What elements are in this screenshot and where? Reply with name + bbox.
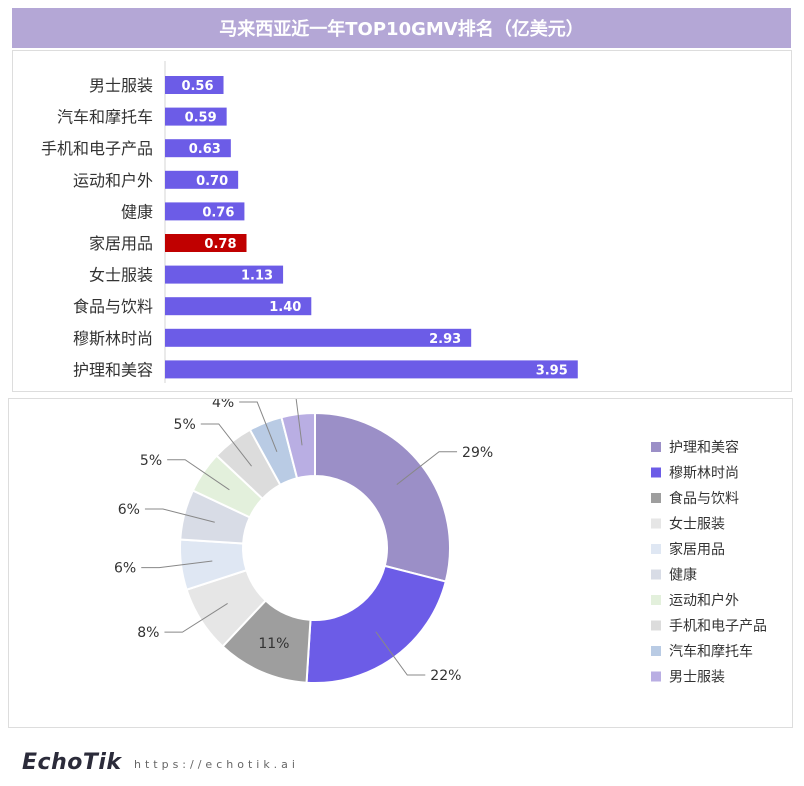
bar-category-label: 运动和户外 (73, 171, 153, 190)
bar-category-label: 健康 (121, 202, 153, 221)
bar-value-label: 0.63 (189, 142, 221, 157)
chart-title: 马来西亚近一年TOP10GMV排名（亿美元） (12, 8, 791, 48)
legend-swatch (651, 595, 661, 605)
bar-value-label: 0.59 (185, 111, 217, 126)
bar-category-label: 手机和电子产品 (41, 139, 153, 158)
donut-leader-line (396, 451, 458, 485)
donut-slice (305, 564, 447, 684)
bar-category-label: 男士服装 (89, 76, 153, 95)
donut-percent-label: 6% (114, 561, 136, 577)
donut-slice (280, 411, 316, 480)
bar-value-label: 1.13 (241, 269, 273, 284)
legend-swatch (651, 544, 661, 554)
donut-leader-line (144, 508, 215, 523)
echotik-logo: EchoTik (22, 750, 122, 775)
donut-slice (314, 411, 451, 583)
donut-leader-line (239, 401, 278, 452)
bar (165, 202, 245, 221)
bar-value-label: 0.70 (196, 174, 228, 189)
donut-percent-label: 5% (174, 417, 196, 433)
bar-category-label: 食品与饮料 (73, 297, 153, 316)
bar-value-label: 0.78 (204, 237, 236, 252)
legend-swatch (651, 467, 661, 478)
donut-leader-line (164, 603, 228, 633)
legend-label: 健康 (669, 567, 697, 584)
donut-percent-label: 5% (140, 453, 162, 469)
donut-percent-label: 4% (212, 399, 234, 411)
legend-label: 手机和电子产品 (669, 619, 767, 635)
legend-swatch (651, 671, 661, 682)
legend-label: 穆斯林时尚 (669, 466, 739, 482)
bar (165, 76, 224, 94)
legend-label: 运动和户外 (669, 592, 739, 609)
legend-swatch (651, 646, 661, 656)
bar (165, 107, 227, 126)
bar-chart-panel: 男士服装 0.56 汽车和摩托车 0.59 手机和电子产品 0.63 运动和户外 0.70 健康… (12, 50, 792, 392)
bar-category-label: 穆斯林时尚 (73, 329, 153, 348)
donut-leader-line (141, 560, 213, 569)
footer-url: https://echotik.ai (134, 758, 299, 771)
bar (165, 234, 247, 252)
legend-swatch (651, 518, 661, 529)
legend-swatch (651, 620, 661, 631)
bar-value-label: 3.95 (536, 363, 568, 378)
donut-leader-line (200, 423, 252, 467)
legend-label: 食品与饮料 (669, 490, 739, 507)
legend-label: 男士服装 (669, 670, 725, 686)
donut-percent-label: 11% (258, 636, 289, 652)
donut-percent-label: 8% (137, 625, 159, 641)
legend-label: 汽车和摩托车 (669, 643, 753, 660)
bar (165, 360, 578, 379)
bar-value-label: 2.93 (429, 332, 461, 347)
bar-chart: 男士服装 0.56 汽车和摩托车 0.59 手机和电子产品 0.63 运动和户外 0.70 健康… (41, 61, 578, 383)
donut-chart-panel: 29% 22% 11% 8% 6% 6% 5% 5% 4% 4% 护理和美容穆斯林时尚食品与饮料女士… (8, 385, 793, 728)
bar (165, 170, 239, 189)
bar-category-label: 护理和美容 (73, 360, 153, 379)
legend-label: 家居用品 (669, 541, 725, 558)
bar (165, 297, 312, 316)
donut-leader-line (167, 459, 230, 491)
donut-percent-label: 29% (462, 445, 493, 461)
bar-category-label: 女士服装 (89, 266, 153, 285)
bar-value-label: 1.40 (269, 300, 301, 315)
legend-swatch (651, 569, 661, 580)
donut-percent-label: 22% (430, 668, 461, 684)
bar (165, 328, 472, 347)
bar (165, 139, 231, 158)
bar (165, 265, 284, 284)
legend-swatch (651, 493, 661, 503)
donut-leader-line (375, 631, 426, 676)
donut-percent-label: 4% (250, 399, 272, 401)
legend-swatch (651, 442, 661, 452)
bar-value-label: 0.76 (202, 205, 234, 220)
bar-category-label: 家居用品 (89, 234, 153, 253)
bar-value-label: 0.56 (181, 79, 213, 94)
bar-category-label: 汽车和摩托车 (57, 108, 153, 127)
donut-chart: 29% 22% 11% 8% 6% 6% 5% 5% 4% 4% 护理和美容穆斯林时尚食品与饮料女士… (114, 385, 767, 686)
legend-label: 护理和美容 (669, 439, 739, 456)
donut-percent-label: 6% (118, 502, 140, 518)
legend-label: 女士服装 (669, 516, 725, 533)
